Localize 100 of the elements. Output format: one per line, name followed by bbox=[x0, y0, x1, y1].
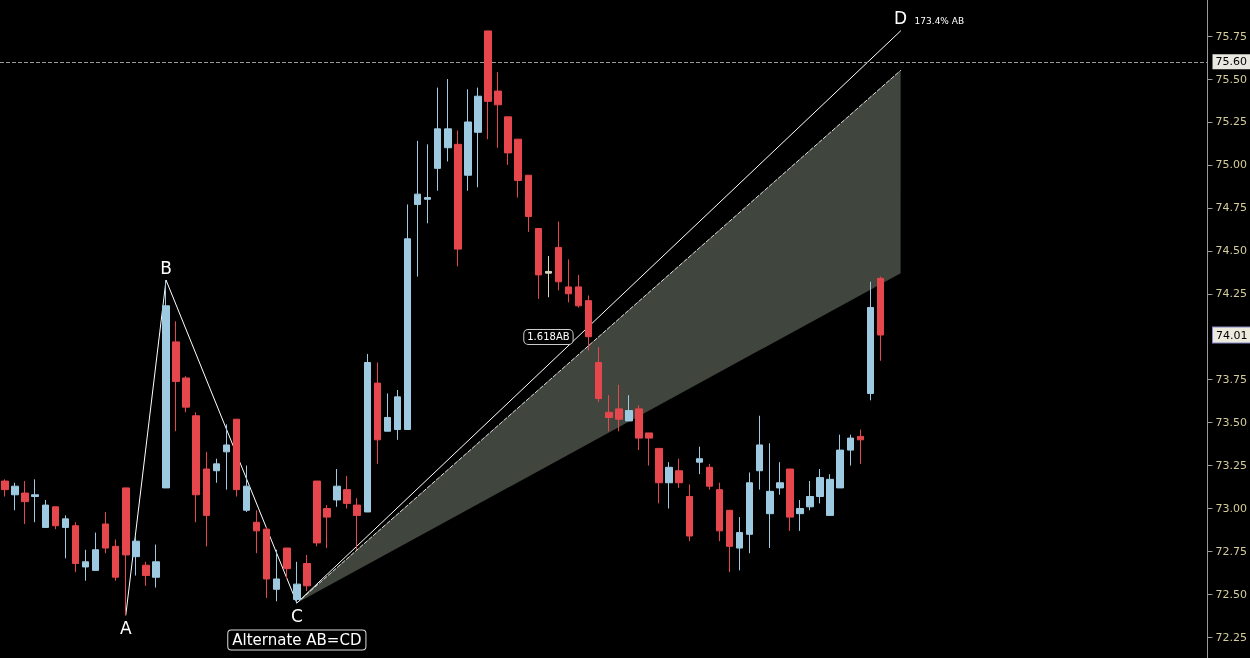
candlestick bbox=[313, 480, 321, 547]
candlestick bbox=[293, 561, 301, 604]
candlestick bbox=[645, 432, 653, 467]
y-tick-label: 73.50 bbox=[1215, 416, 1248, 430]
candlestick bbox=[736, 516, 743, 571]
candlestick bbox=[404, 203, 411, 430]
candlestick bbox=[203, 451, 210, 547]
candlestick bbox=[182, 375, 190, 413]
candlestick bbox=[353, 497, 361, 551]
candlestick bbox=[434, 87, 441, 192]
candlestick bbox=[514, 138, 522, 199]
candlestick bbox=[82, 549, 89, 582]
candlestick bbox=[504, 116, 512, 166]
candlestick bbox=[122, 487, 130, 616]
y-tick-label: 72.25 bbox=[1215, 630, 1248, 644]
y-tick-label: 75.75 bbox=[1215, 29, 1248, 43]
candlestick bbox=[625, 394, 633, 422]
annotation: Alternate AB=CD bbox=[232, 631, 362, 649]
candlestick bbox=[796, 499, 804, 532]
y-tick-label: 73.00 bbox=[1215, 502, 1248, 516]
y-tick-label: 73.75 bbox=[1215, 373, 1248, 387]
candlestick bbox=[655, 447, 663, 504]
candlestick bbox=[343, 475, 351, 510]
candlestick bbox=[555, 221, 562, 291]
data-label: B bbox=[160, 257, 172, 278]
candlestick bbox=[615, 384, 623, 432]
y-tick-label: 74.75 bbox=[1215, 201, 1248, 215]
candlestick bbox=[192, 411, 200, 523]
candlestick bbox=[333, 468, 341, 508]
candlestick bbox=[92, 532, 99, 571]
candlestick bbox=[152, 544, 160, 589]
candlestick bbox=[786, 468, 794, 532]
candlestick bbox=[132, 535, 140, 577]
candlestick bbox=[665, 461, 673, 510]
candlestick bbox=[42, 499, 49, 528]
candlestick bbox=[766, 442, 774, 549]
candlestick bbox=[223, 423, 230, 491]
candlestick bbox=[525, 174, 532, 233]
y-tick-label: 72.75 bbox=[1215, 544, 1248, 558]
candlestick bbox=[686, 483, 693, 542]
candlestick bbox=[726, 509, 733, 573]
candlestick bbox=[11, 482, 19, 511]
candlestick bbox=[474, 87, 482, 188]
candlestick bbox=[52, 506, 59, 530]
candlestick bbox=[565, 258, 572, 303]
candlestick bbox=[21, 480, 29, 525]
candlestick bbox=[283, 547, 291, 580]
candlestick bbox=[384, 392, 391, 432]
candlestick bbox=[857, 429, 864, 465]
candlestick bbox=[464, 88, 472, 192]
candlestick bbox=[545, 255, 552, 298]
candlestick bbox=[746, 471, 753, 554]
candlestick bbox=[816, 468, 824, 504]
candlestick bbox=[756, 415, 763, 491]
candlestick bbox=[847, 434, 854, 467]
candlestick bbox=[826, 473, 834, 516]
data-label: A bbox=[119, 617, 132, 638]
candlestick bbox=[31, 478, 39, 523]
candlestick bbox=[605, 394, 613, 432]
text: 74.01 bbox=[1216, 328, 1248, 342]
y-tick-label: 72.50 bbox=[1215, 587, 1248, 601]
y-tick-label: 75.25 bbox=[1215, 115, 1248, 129]
candlestick bbox=[585, 295, 592, 351]
y-tick-label: 75.50 bbox=[1215, 72, 1248, 86]
candlestick bbox=[303, 554, 311, 592]
candlestick bbox=[72, 521, 79, 573]
candlestick bbox=[806, 480, 814, 511]
candlestick bbox=[142, 561, 150, 587]
candlestick bbox=[273, 549, 280, 602]
candlestick bbox=[494, 71, 502, 149]
y-tick-label: 75.00 bbox=[1215, 158, 1248, 172]
ref-line-label: 75.60 bbox=[1215, 55, 1248, 69]
candlestick bbox=[675, 458, 683, 489]
candlestick bbox=[62, 514, 69, 559]
candlestick bbox=[575, 274, 582, 309]
data-label: C bbox=[290, 605, 303, 626]
candlestick bbox=[635, 404, 643, 451]
y-tick-label: 74.50 bbox=[1215, 244, 1248, 258]
y-tick-label: 73.25 bbox=[1215, 459, 1248, 473]
candlestick bbox=[595, 346, 602, 403]
candlestick bbox=[172, 320, 180, 432]
candlestick bbox=[374, 362, 381, 465]
candlestick bbox=[414, 140, 421, 278]
annotation: 173.4% AB bbox=[914, 15, 965, 26]
data-label: D bbox=[894, 8, 908, 29]
candlestick bbox=[444, 78, 452, 162]
candlestick bbox=[706, 463, 713, 491]
candlestick bbox=[424, 143, 431, 224]
candlestick bbox=[263, 526, 270, 599]
candlestick bbox=[696, 446, 703, 475]
candlestick bbox=[535, 228, 542, 300]
candlestick bbox=[836, 434, 844, 489]
candlestick bbox=[484, 30, 492, 140]
y-tick-label: 74.25 bbox=[1215, 287, 1248, 301]
candlestick bbox=[877, 276, 884, 362]
candlestick bbox=[776, 461, 784, 496]
candlestick bbox=[364, 353, 371, 513]
candlestick bbox=[1, 478, 9, 498]
candlestick bbox=[454, 130, 462, 267]
candlestick bbox=[253, 509, 260, 554]
